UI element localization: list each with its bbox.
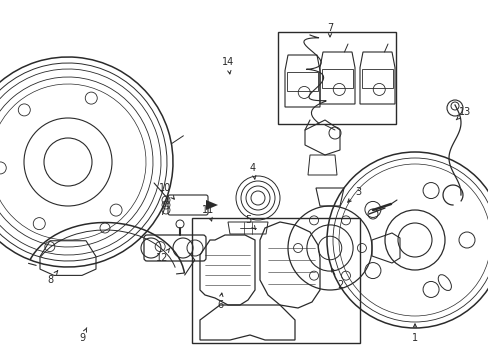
Text: 6: 6	[217, 293, 223, 310]
Bar	[192, 218, 359, 343]
Polygon shape	[205, 200, 218, 210]
Text: 8: 8	[47, 271, 58, 285]
Text: 4: 4	[249, 163, 256, 179]
Bar	[361, 69, 392, 89]
Text: 13: 13	[455, 107, 470, 120]
Text: 11: 11	[202, 205, 214, 221]
Text: 10: 10	[159, 183, 174, 199]
Bar	[321, 69, 352, 89]
Text: 5: 5	[244, 215, 255, 230]
Text: 7: 7	[326, 23, 332, 37]
Text: 9: 9	[79, 328, 86, 343]
Bar	[278, 32, 395, 124]
Text: 2: 2	[331, 269, 343, 290]
Text: 14: 14	[222, 57, 234, 74]
Text: 12: 12	[156, 248, 170, 263]
Text: 3: 3	[347, 187, 360, 202]
Bar	[286, 72, 317, 91]
Text: 1: 1	[411, 324, 417, 343]
